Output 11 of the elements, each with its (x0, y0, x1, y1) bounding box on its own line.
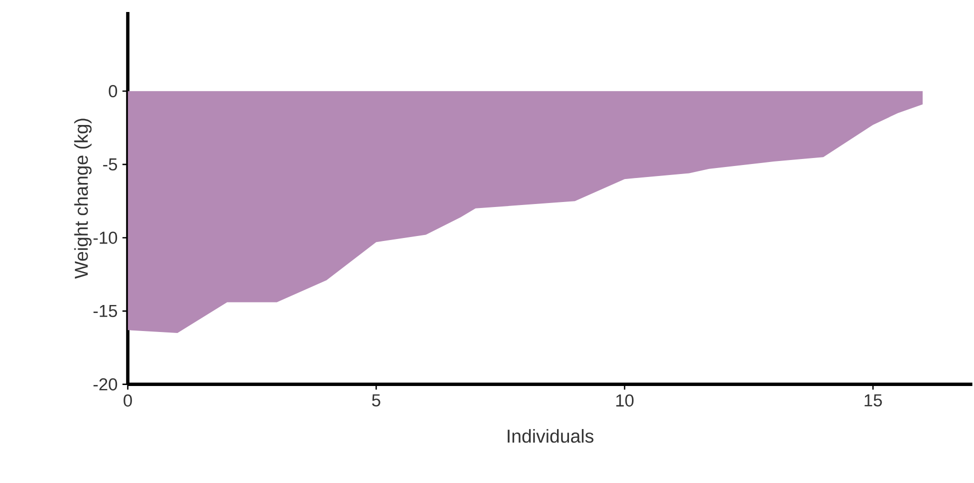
x-tick-label: 0 (124, 394, 132, 407)
y-axis-title: Weight change (kg) (74, 118, 92, 279)
x-tick-label: 5 (372, 394, 380, 406)
y-tick-label: -5 (103, 158, 118, 170)
x-axis-title: Individuals (508, 428, 594, 443)
y-tick-label: 0 (108, 84, 118, 98)
y-tick-label: -10 (94, 232, 118, 244)
y-tick-label: -15 (94, 304, 118, 317)
x-tick-label: 10 (616, 394, 634, 407)
y-tick-label: -20 (94, 378, 118, 390)
x-tick-label: 15 (864, 394, 882, 406)
